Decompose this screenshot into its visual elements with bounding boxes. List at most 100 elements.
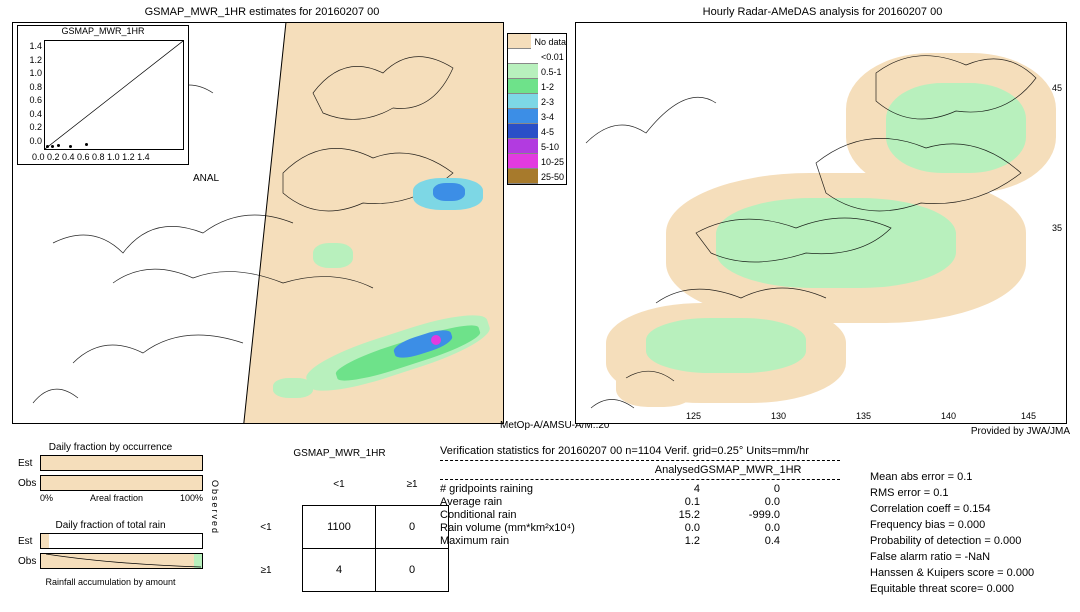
legend-row: 5-10 [508,139,566,154]
legend-swatch [508,94,538,109]
metric-line: Equitable threat score= 0.000 [870,583,1034,595]
inset-xticks: 0.0 0.2 0.4 0.6 0.8 1.0 1.2 1.4 [32,152,150,162]
metric-line: False alarm ratio = -NaN [870,551,1034,563]
verification-stats: Verification statistics for 20160207 00 … [440,445,840,548]
ct-side-label: Observed [210,480,220,535]
legend-row: 4-5 [508,124,566,139]
score-metrics: Mean abs error = 0.1RMS error = 0.1Corre… [870,470,1034,599]
rain-band-se-hot [431,335,441,345]
stat-analysed: 4 [610,483,700,495]
ct-row2: ≥1 [230,549,303,592]
xtick: 140 [941,411,956,421]
xtick: 145 [1021,411,1036,421]
legend-label: 10-25 [538,157,564,167]
stat-name: Maximum rain [440,535,610,547]
legend-label: 1-2 [538,82,554,92]
ct-c01: 0 [376,506,449,549]
stats-row: Rain volume (mm*km²x10⁴)0.00.0 [440,522,840,534]
legend-row: 1-2 [508,79,566,94]
right-coastlines [576,23,1066,423]
stat-model: -999.0 [700,509,780,521]
scatter-dot [46,145,49,148]
left-map-title: GSMAP_MWR_1HR estimates for 20160207 00 [12,6,512,18]
stat-name: # gridpoints raining [440,483,610,495]
ct-c11: 0 [376,549,449,592]
legend-label: 2-3 [538,97,554,107]
left-map: GSMAP_MWR_1HR 1.4 1.2 1.0 0.8 0.6 [12,22,504,424]
right-map-title: Hourly Radar-AMeDAS analysis for 2016020… [575,6,1070,18]
total-title: Daily fraction of total rain [18,520,203,531]
stat-analysed: 0.0 [610,522,700,534]
ct-c00: 1100 [303,506,376,549]
xaxis-r: 100% [180,493,203,503]
scatter-dot [57,144,60,147]
scatter-dot [51,145,54,148]
stat-name: Rain volume (mm*km²x10⁴) [440,522,610,534]
xtick: 130 [771,411,786,421]
ct-title: GSMAP_MWR_1HR [230,448,449,459]
obs-label-2: Obs [18,556,40,567]
est-label-2: Est [18,536,40,547]
legend-swatch [508,139,538,154]
legend-row: 0.5-1 [508,64,566,79]
occ-title: Daily fraction by occurrence [18,442,203,453]
metric-line: Frequency bias = 0.000 [870,519,1034,531]
est-label: Est [18,458,40,469]
legend-label: 5-10 [538,142,559,152]
obs-label: Obs [18,478,40,489]
legend-swatch [508,49,538,64]
legend-label: 3-4 [538,112,554,122]
stats-hdrB: GSMAP_MWR_1HR [700,464,780,476]
legend-row: 2-3 [508,94,566,109]
stats-title: Verification statistics for 20160207 00 … [440,445,840,457]
ct-col1: <1 [303,463,376,506]
legend-swatch [508,79,538,94]
rain-patch-1 [313,243,353,268]
ct-col2: ≥1 [376,463,449,506]
stat-analysed: 15.2 [610,509,700,521]
left-panel: GSMAP_MWR_1HR estimates for 20160207 00 [12,6,512,424]
legend-label: <0.01 [538,52,564,62]
stats-hdrA: Analysed [610,464,700,476]
stat-analysed: 0.1 [610,496,700,508]
legend-row: <0.01 [508,49,566,64]
inset-diagonal [45,41,183,149]
ytick: 35 [1052,223,1062,233]
contingency-table: GSMAP_MWR_1HR <1≥1 <111000 ≥140 [230,448,449,592]
anal-label: ANAL [193,173,219,184]
inset-scatter: GSMAP_MWR_1HR 1.4 1.2 1.0 0.8 0.6 [17,25,189,165]
xaxis-c: Areal fraction [90,493,143,503]
daily-fraction-total-rain: Daily fraction of total rain Est Obs Rai… [18,520,203,587]
stat-model: 0.0 [700,496,780,508]
xaxis-l: 0% [40,493,53,503]
ytick: 45 [1052,83,1062,93]
scatter-dot [69,145,72,148]
inset-yticks: 1.4 1.2 1.0 0.8 0.6 0.4 0.2 0.0 [18,40,42,148]
figure-root: GSMAP_MWR_1HR estimates for 20160207 00 [0,0,1080,612]
inset-title: GSMAP_MWR_1HR [18,26,188,36]
legend-swatch [508,124,538,139]
ct-c10: 4 [303,549,376,592]
daily-fraction-occurrence: Daily fraction by occurrence Est Obs 0% A… [18,442,203,503]
stat-model: 0.4 [700,535,780,547]
legend: No data <0.01 0.5-1 1-2 2-3 3-4 4-5 5-10 10-25 25… [507,33,567,185]
legend-label: 0.5-1 [538,67,562,77]
legend-row: 25-50 [508,169,566,184]
legend-swatch [508,109,538,124]
legend-swatch [508,154,538,169]
metric-line: RMS error = 0.1 [870,487,1034,499]
right-map-footer: Provided by JWA/JMA [935,426,1070,437]
metric-line: Probability of detection = 0.000 [870,535,1034,547]
legend-label: No data [531,37,566,47]
right-panel: Hourly Radar-AMeDAS analysis for 2016020… [575,6,1070,424]
est-rain-bar [41,534,49,548]
obs-occ-bar [41,476,202,490]
legend-label: 4-5 [538,127,554,137]
legend-row: 3-4 [508,109,566,124]
xtick: 125 [686,411,701,421]
legend-swatch [508,34,531,49]
rain-heavy-ne-core [433,183,465,201]
stat-analysed: 1.2 [610,535,700,547]
rain-curve [41,554,202,568]
metric-line: Mean abs error = 0.1 [870,471,1034,483]
